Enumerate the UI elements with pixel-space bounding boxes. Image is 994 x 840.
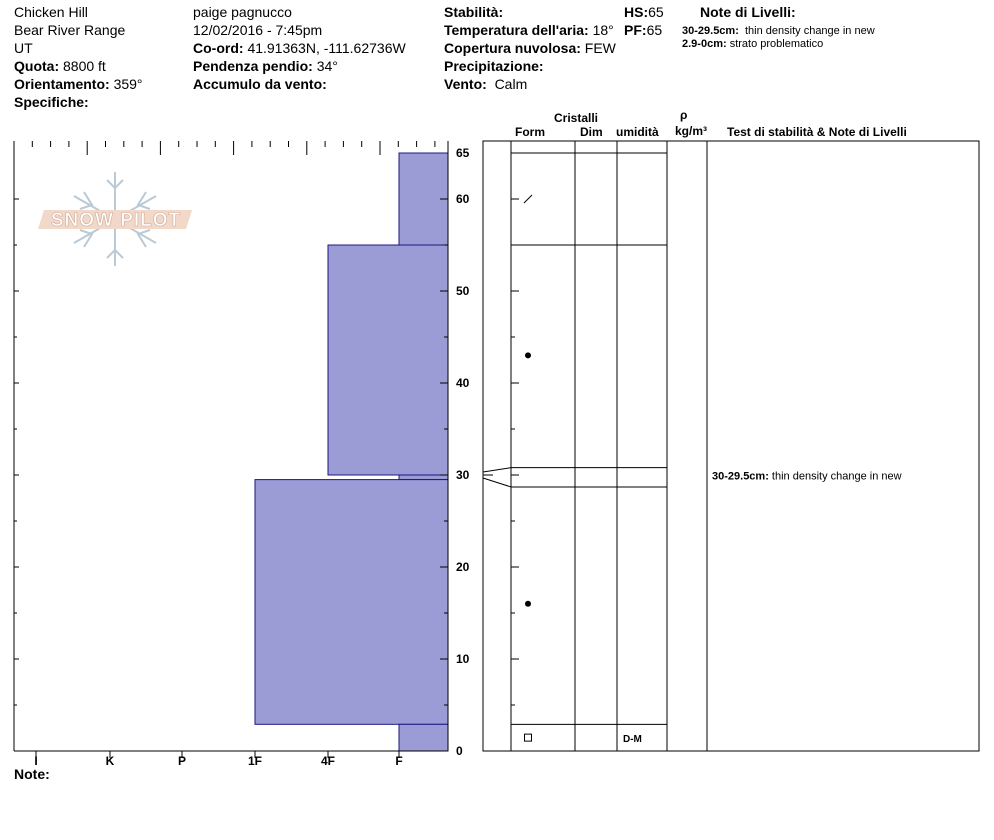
layer-note-1-depth: 30-29.5cm: <box>682 25 739 37</box>
air-temp: Temperatura dell'aria: 18° <box>444 22 614 38</box>
layer-notes-title: Note di Livelli: <box>700 4 796 20</box>
y-tick-label-20: 20 <box>456 560 470 574</box>
x-tick-label-4F: 4F <box>321 754 335 768</box>
logo-banner <box>38 210 192 229</box>
x-tick-label-1F: 1F <box>248 754 262 768</box>
datetime: 12/02/2016 - 7:45pm <box>193 22 323 38</box>
hardness-bar-4 <box>254 479 449 725</box>
hardness-bar-2 <box>327 244 449 476</box>
layer-note-1-text: thin density change in new <box>745 25 875 37</box>
slope-label: Pendenza pendio: <box>193 58 313 74</box>
state: UT <box>14 40 33 56</box>
x-tick-label-K: K <box>106 754 115 768</box>
notes-label: Note: <box>14 766 50 782</box>
air-temp-label: Temperatura dell'aria: <box>444 22 589 38</box>
pf-label: PF: <box>624 22 647 38</box>
coordinates: Co-ord: 41.91363N, -111.62736W <box>193 40 406 56</box>
crystals-header: Cristalli <box>554 111 599 125</box>
elevation-value: 8800 ft <box>63 58 106 74</box>
x-tick-label-P: P <box>178 754 186 768</box>
connector-top <box>482 467 512 473</box>
notes-column-frame <box>706 140 980 752</box>
pf-value: 65 <box>646 22 663 38</box>
stability-note-text: thin density change in new <box>769 471 902 483</box>
pf: PF:65 <box>624 22 662 38</box>
elevation-label: Quota: <box>14 58 60 74</box>
rounded-grain-symbol-4 <box>525 600 531 607</box>
y-tick-label-50: 50 <box>456 284 470 298</box>
moisture-label-5: D-M <box>623 734 642 745</box>
rho-header: ρ <box>680 108 688 122</box>
connector-bottom <box>482 477 512 488</box>
size-header: Dim <box>580 125 603 139</box>
y-tick-label-65: 65 <box>456 146 470 160</box>
stability-notes-header: Test di stabilità & Note di Livelli <box>727 125 907 139</box>
air-temp-value: 18° <box>592 22 614 38</box>
precip-particle-symbol-1 <box>523 194 533 204</box>
y-tick-label-60: 60 <box>456 192 470 206</box>
sky-label: Copertura nuvolosa: <box>444 40 581 56</box>
precip-label: Precipitazione: <box>444 58 544 74</box>
aspect-value: 359° <box>113 76 143 92</box>
wind-loading-label: Accumulo da vento: <box>193 76 327 92</box>
layer-note-2-text: strato problematico <box>729 38 824 50</box>
observer: paige pagnucco <box>193 4 292 20</box>
location-name: Chicken Hill <box>14 4 88 20</box>
y-tick-label-0: 0 <box>456 744 463 758</box>
faceted-crystal-symbol-5 <box>524 733 532 742</box>
wind-value: Calm <box>494 76 528 92</box>
hs: HS:65 <box>624 4 664 20</box>
snowpilot-logo: SNOW PILOT <box>38 172 192 266</box>
elevation: Quota: 8800 ft <box>14 58 106 74</box>
hardness-bar-5 <box>398 723 449 752</box>
coord-label: Co-ord: <box>193 40 244 56</box>
form-header: Form <box>515 125 545 139</box>
y-tick-label-40: 40 <box>456 376 470 390</box>
layer-note-2-depth: 2.9-0cm: <box>682 38 727 50</box>
moisture-header: umidità <box>616 125 659 139</box>
x-tick-label-I: I <box>34 754 37 768</box>
layer-note-2: 2.9-0cm: strato problematico <box>682 38 823 50</box>
layer-note-1: 30-29.5cm: thin density change in new <box>682 25 875 37</box>
wind: Vento: Calm <box>444 76 527 92</box>
mountain-range: Bear River Range <box>14 22 126 38</box>
rounded-grain-symbol-2 <box>525 352 531 359</box>
hs-label: HS: <box>624 4 649 20</box>
sky-cover: Copertura nuvolosa: FEW <box>444 40 616 56</box>
aspect: Orientamento: 359° <box>14 76 143 92</box>
y-tick-label-30: 30 <box>456 468 470 482</box>
x-tick-label-F: F <box>395 754 402 768</box>
specifics-label: Specifiche: <box>14 94 89 110</box>
logo-text: SNOW PILOT <box>51 210 181 231</box>
hardness-bar-1 <box>398 152 449 246</box>
density-unit-header: kg/m³ <box>675 124 708 138</box>
slope: Pendenza pendio: 34° <box>193 58 338 74</box>
wind-label: Vento: <box>444 76 487 92</box>
slope-value: 34° <box>316 58 338 74</box>
aspect-label: Orientamento: <box>14 76 110 92</box>
stability-label: Stabilità: <box>444 4 504 20</box>
hs-value: 65 <box>648 4 664 20</box>
hardness-bar-3 <box>398 474 449 481</box>
stability-note-1: 30-29.5cm: thin density change in new <box>712 471 902 483</box>
stability-note-depth: 30-29.5cm: <box>712 471 769 483</box>
coord-value: 41.91363N, -111.62736W <box>247 40 406 56</box>
sky-value: FEW <box>584 40 616 56</box>
y-tick-label-10: 10 <box>456 652 470 666</box>
